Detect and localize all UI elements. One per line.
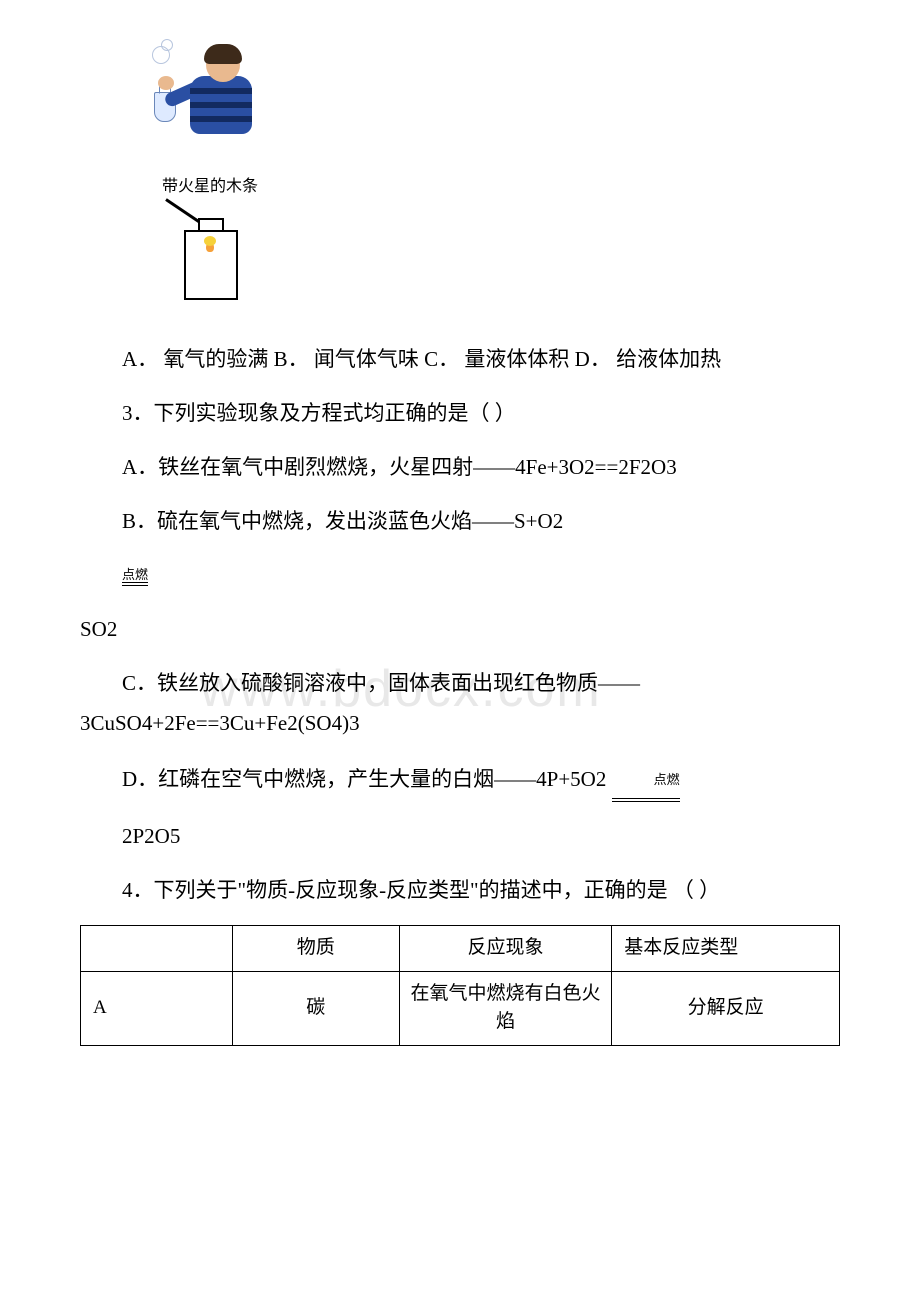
condition-label: 点燃 <box>654 772 680 787</box>
condition-label: 点燃 <box>122 568 148 581</box>
q3-option-d-head: D．红磷在空气中燃烧，产生大量的白烟——4P+5O2 <box>122 766 606 790</box>
hair-icon <box>204 44 242 64</box>
q3-option-d-line1: D．红磷在空气中燃烧，产生大量的白烟——4P+5O2 点燃 <box>80 758 840 804</box>
q4-header-type: 基本反应类型 <box>612 926 840 972</box>
q4-stem: 4．下列关于"物质-反应现象-反应类型"的描述中，正确的是 （ ） <box>80 871 840 911</box>
figure-smell-gas <box>140 40 280 160</box>
q4-rowA-label: A <box>81 971 233 1045</box>
table-row: 物质 反应现象 基本反应类型 <box>81 926 840 972</box>
equals-line-icon <box>122 582 148 586</box>
figure-stack: 带火星的木条 <box>140 40 840 312</box>
q3-option-a: A．铁丝在氧气中剧烈燃烧，火星四射——4Fe+3O2==2F2O3 <box>80 448 840 488</box>
q4-table: 物质 反应现象 基本反应类型 A 碳 在氧气中燃烧有白色火焰 分解反应 <box>80 925 840 1046</box>
hand-icon <box>158 76 174 90</box>
q4-rowA-type: 分解反应 <box>612 971 840 1045</box>
q3-option-d-tail: 2P2O5 <box>80 817 840 857</box>
q3-option-d-condition: 点燃 <box>612 758 680 804</box>
table-row: A 碳 在氧气中燃烧有白色火焰 分解反应 <box>81 971 840 1045</box>
q3-option-b-line1: B．硫在氧气中燃烧，发出淡蓝色火焰——S+O2 <box>80 502 840 542</box>
q3-option-c: C．铁丝放入硫酸铜溶液中，固体表面出现红色物质——3CuSO4+2Fe==3Cu… <box>80 664 840 744</box>
q2-options: A． 氧气的验满 B． 闻气体气味 C． 量液体体积 D． 给液体加热 <box>80 340 840 380</box>
figure-oxygen-label: 带火星的木条 <box>140 172 280 202</box>
q4-rowA-substance: 碳 <box>232 971 399 1045</box>
q4-header-substance: 物质 <box>232 926 399 972</box>
ember-icon <box>206 242 214 252</box>
equals-line-icon <box>612 798 680 802</box>
figure-oxygen-test: 带火星的木条 <box>140 172 280 312</box>
q4-rowA-phenomenon: 在氧气中燃烧有白色火焰 <box>399 971 612 1045</box>
q3-stem: 3．下列实验现象及方程式均正确的是（ ） <box>80 394 840 434</box>
q4-header-blank <box>81 926 233 972</box>
stripe-icon <box>190 116 252 122</box>
stripe-icon <box>190 88 252 94</box>
fume-icon <box>152 46 170 64</box>
q4-header-phenomenon: 反应现象 <box>399 926 612 972</box>
stripe-icon <box>190 102 252 108</box>
q3-option-b-tail: SO2 <box>80 610 840 650</box>
q3-option-b-condition: 点燃 <box>122 556 840 596</box>
